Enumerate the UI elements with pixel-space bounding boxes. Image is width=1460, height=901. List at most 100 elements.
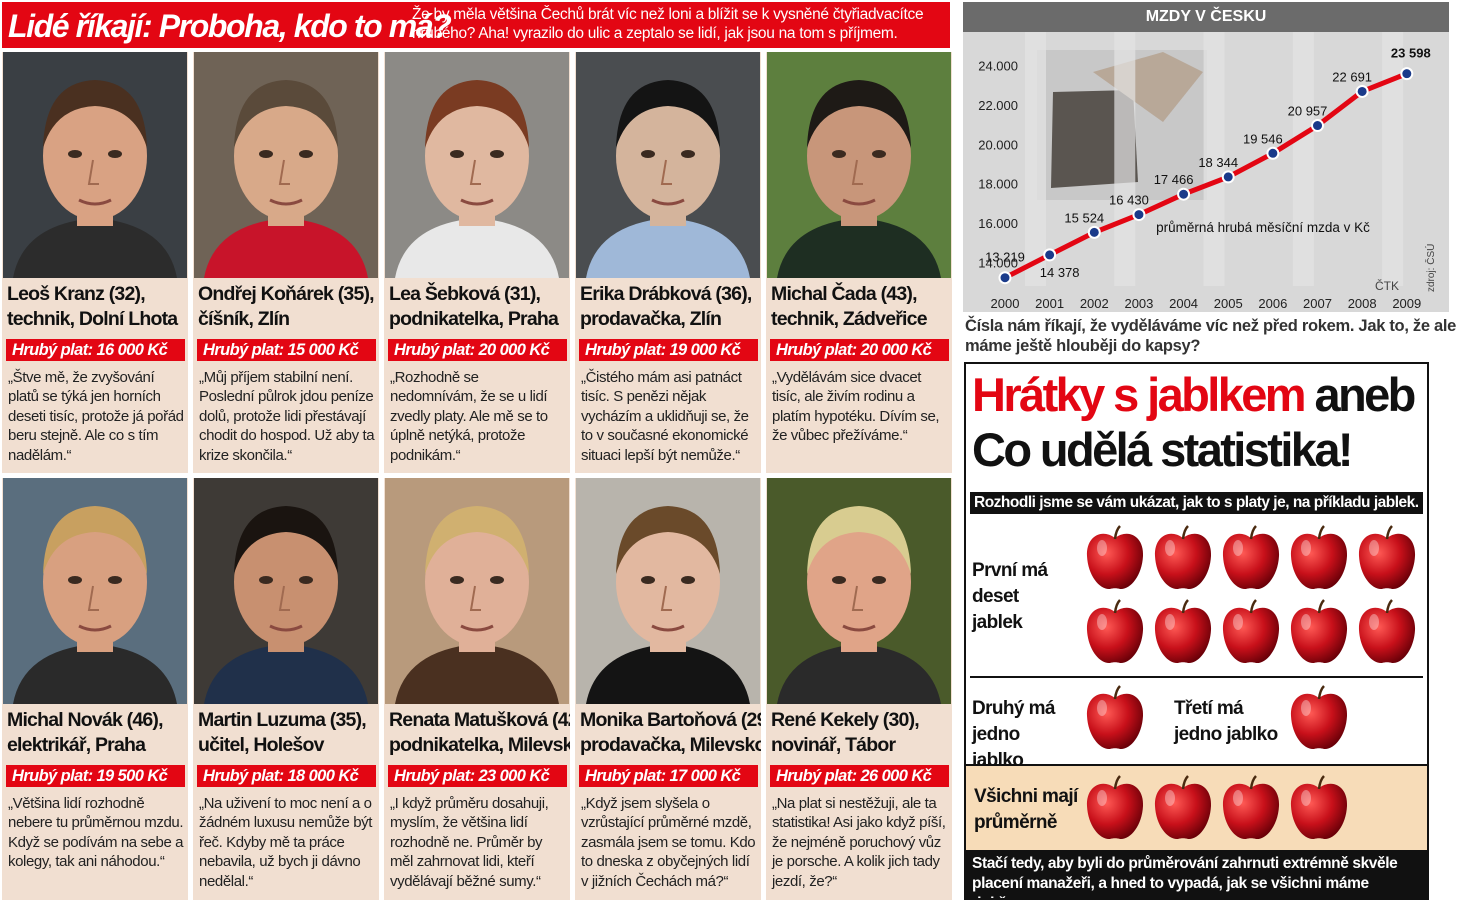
x-tick-label: 2002 [1080, 296, 1109, 311]
person-card: Martin Luzuma (35), učitel, Holešov Hrubý … [193, 478, 379, 900]
data-point [1400, 67, 1414, 81]
person-occupation-place: prodavačka, Milevsko [580, 734, 761, 756]
data-point [1043, 248, 1057, 262]
person-occupation-place: elektrikář, Praha [7, 734, 146, 756]
person-occupation-place: podnikatelka, Milevsko [389, 734, 570, 756]
person-name-age: Leoš Kranz (32), [7, 283, 146, 305]
salary-badge: Hrubý plat: 26 000 Kč [770, 765, 949, 787]
data-point [1132, 208, 1146, 222]
apple-title-black: aneb [1314, 368, 1416, 421]
data-point [1221, 170, 1235, 184]
salary-badge: Hrubý plat: 18 000 Kč [197, 765, 376, 787]
chart-caption: Čísla nám říkají, že vyděláváme víc než … [965, 317, 1457, 355]
data-point [1355, 84, 1369, 98]
person-name: Michal Novák (46), elektrikář, Praha [2, 704, 188, 758]
person-quote: „Štve mě, že zvyšování platů se týká jen… [8, 369, 184, 464]
apple-icon [1288, 524, 1350, 592]
person-card: Renata Matušková (42), podnikatelka, Mile… [384, 478, 570, 900]
person-name: René Kekely (30), novinář, Tábor [766, 704, 952, 758]
apple-subtitle: Co udělá statistika! [972, 423, 1354, 476]
person-occupation-place: technik, Zádveřice [771, 308, 928, 330]
apple-icon [1084, 598, 1146, 666]
person-quote: „Většina lidí rozhodně nebere tu průměrn… [8, 795, 184, 871]
apple-icon [1152, 774, 1214, 842]
chart-plot: 14.000 16.000 18.000 20.000 22.000 24.000 2000… [978, 32, 1437, 311]
person-name-age: Michal Novák (46), [7, 709, 164, 731]
person-card: Michal Novák (46), elektrikář, Praha Hrubý… [2, 478, 188, 900]
apple-icon [1084, 524, 1146, 592]
apple-footer: Stačí tedy, aby byli do průměrování zahr… [966, 850, 1427, 898]
person-name: Monika Bartoňová (29), prodavačka, Milevs… [575, 704, 761, 758]
y-tick-label: 18.000 [978, 177, 1018, 192]
column-band [1203, 32, 1225, 286]
apple-icon [1288, 774, 1350, 842]
person-occupation-place: technik, Dolní Lhota [7, 308, 178, 330]
data-label: 15 524 [1064, 210, 1104, 225]
person-occupation-place: číšník, Zlín [198, 308, 290, 330]
apple-icon [1356, 598, 1418, 666]
person-occupation-place: prodavačka, Zlín [580, 308, 722, 330]
average-label: Všichni mají průměrně [974, 786, 1078, 833]
data-label: 17 466 [1154, 172, 1194, 187]
person-photo [767, 478, 951, 704]
person-occupation-place: podnikatelka, Praha [389, 308, 559, 330]
y-tick-label: 22.000 [978, 98, 1018, 113]
x-tick-label: 2004 [1169, 296, 1198, 311]
x-tick-label: 2000 [991, 296, 1020, 311]
x-tick-label: 2009 [1392, 296, 1421, 311]
data-label: 13 219 [985, 250, 1025, 265]
apple-icon [1288, 598, 1350, 666]
salary-badge: Hrubý plat: 15 000 Kč [197, 339, 376, 361]
y-tick-label: 20.000 [978, 137, 1018, 152]
person-photo [194, 52, 378, 278]
data-label: 18 344 [1198, 155, 1238, 170]
person-quote: „Na plat si nestěžuji, ale ta statistika… [772, 795, 946, 890]
x-tick-label: 2003 [1124, 296, 1153, 311]
person-name: Lea Šebková (31), podnikatelka, Praha [384, 278, 570, 332]
person-name-age: Erika Drábková (36), [580, 283, 752, 305]
data-point [1177, 187, 1191, 201]
person-quote: „Na uživení to moc není a o žádném luxus… [199, 795, 373, 890]
data-label: 23 598 [1391, 46, 1431, 61]
person-photo [385, 478, 569, 704]
person-name: Erika Drábková (36), prodavačka, Zlín [575, 278, 761, 332]
person-name-age: Monika Bartoňová (29), [580, 709, 761, 731]
column-band [1292, 32, 1314, 286]
person-quote: „Když jsem slyšela o vzrůstající průměrn… [581, 795, 756, 890]
data-point [1087, 225, 1101, 239]
apple-icon [1152, 524, 1214, 592]
column-band [1114, 32, 1136, 286]
person-name: Leoš Kranz (32), technik, Dolní Lhota [2, 278, 188, 332]
person-quote: „Vydělávám sice dvacet tisíc, ale živím … [772, 369, 940, 445]
person-name: Ondřej Koňárek (35), číšník, Zlín [193, 278, 379, 332]
person-card: Monika Bartoňová (29), prodavačka, Milevs… [575, 478, 761, 900]
person-quote: „Můj příjem stabilní není. Poslední půlr… [199, 369, 375, 464]
chart-credit: ČTK [1375, 278, 1399, 293]
apple-icon [1084, 774, 1146, 842]
y-tick-label: 24.000 [978, 59, 1018, 74]
data-label: 20 957 [1288, 104, 1328, 119]
data-label: 16 430 [1109, 193, 1149, 208]
person-occupation-place: novinář, Tábor [771, 734, 896, 756]
data-point [1266, 146, 1280, 160]
apple-icon [1220, 524, 1282, 592]
person-name: Martin Luzuma (35), učitel, Holešov [193, 704, 379, 758]
person-card: Erika Drábková (36), prodavačka, Zlín Hrub… [575, 52, 761, 473]
first-person-label: První má deset jablek [972, 560, 1048, 633]
person-quote: „I když průměru dosahuji, myslím, že vět… [390, 795, 549, 890]
article-title: Lidé říkají: Proboha, kdo to má? [8, 8, 452, 44]
column-band [1025, 32, 1046, 286]
person-photo [385, 52, 569, 278]
person-card: Leoš Kranz (32), technik, Dolní Lhota Hrub… [2, 52, 188, 473]
person-photo [576, 52, 760, 278]
apple-icon [1356, 524, 1418, 592]
salary-badge: Hrubý plat: 20 000 Kč [388, 339, 567, 361]
salary-badge: Hrubý plat: 19 000 Kč [579, 339, 758, 361]
person-quote: „Rozhodně se nedomnívám, že se u lidí zv… [390, 369, 548, 464]
person-name-age: René Kekely (30), [771, 709, 920, 731]
second-person-label: Druhý má jedno jablko [972, 698, 1055, 771]
x-tick-label: 2005 [1214, 296, 1243, 311]
apple-title-red: Hrátky s jablkem [972, 368, 1307, 421]
apple-icon [1220, 774, 1282, 842]
person-card: Michal Čada (43), technik, Zádveřice Hrubý… [766, 52, 952, 473]
